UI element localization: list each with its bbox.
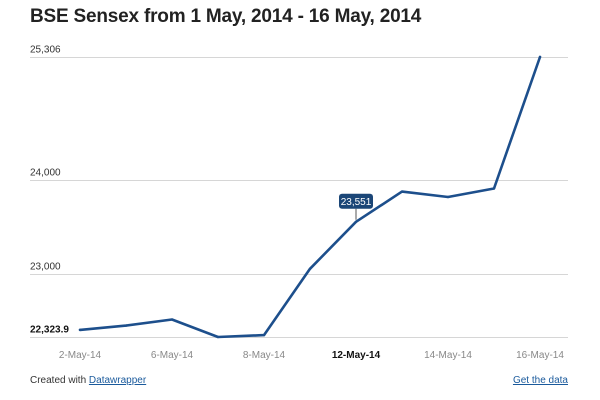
y-tick-label-0: 25,306 <box>30 45 61 56</box>
y-tick-label-2: 23,000 <box>30 262 61 273</box>
x-tick-label-4: 14-May-14 <box>424 350 472 361</box>
data-point-14-May-14 <box>446 195 450 199</box>
x-tick-label-3: 12-May-14 <box>332 350 381 361</box>
data-point-7-May-14 <box>216 335 220 339</box>
data-point-16-May-14 <box>538 55 542 59</box>
y-tick-label-1: 24,000 <box>30 168 61 179</box>
x-tick-label-5: 16-May-14 <box>516 350 564 361</box>
chart-title: BSE Sensex from 1 May, 2014 - 16 May, 20… <box>30 6 422 27</box>
annotation-box-0 <box>339 193 373 209</box>
data-point-9-May-14 <box>308 267 312 271</box>
x-tick-label-2: 8-May-14 <box>243 350 286 361</box>
get-the-data-link[interactable]: Get the data <box>512 375 568 386</box>
data-point-6-May-14 <box>170 318 174 321</box>
x-tick-label-1: 6-May-14 <box>151 350 194 361</box>
get-data-footer: Get the data <box>513 375 568 386</box>
x-tick-label-0: 2-May-14 <box>59 350 102 361</box>
annotation-label-0: 23,551 <box>341 197 372 208</box>
y-tick-label-3: 22,323.9 <box>30 325 69 336</box>
data-point-5-May-14 <box>124 324 128 327</box>
data-point-2-May-14 <box>78 328 82 332</box>
datawrapper-link[interactable]: Datawrapper <box>88 375 147 386</box>
credit-footer: Created with Datawrapper <box>30 375 146 386</box>
data-point-12-May-14 <box>354 220 358 223</box>
data-point-15-May-14 <box>492 187 496 190</box>
credit-prefix: Created with <box>30 375 89 386</box>
series-line <box>78 55 542 339</box>
data-point-8-May-14 <box>262 333 266 337</box>
data-point-13-May-14 <box>400 190 404 193</box>
